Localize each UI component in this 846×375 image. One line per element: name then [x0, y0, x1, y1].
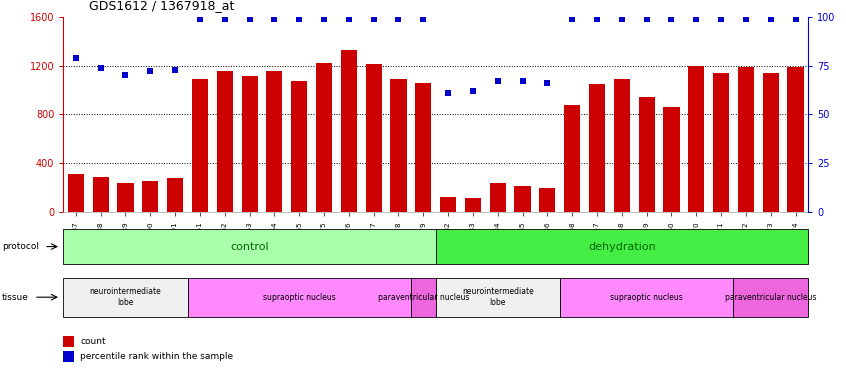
Bar	[365, 64, 382, 212]
Point	[442, 90, 455, 96]
Bar	[92, 177, 109, 212]
Bar	[188, 278, 411, 317]
Bar	[440, 197, 456, 212]
Text: protocol: protocol	[2, 242, 39, 251]
Point	[565, 16, 579, 22]
Bar	[560, 278, 733, 317]
Point	[94, 64, 107, 70]
Point	[342, 16, 355, 22]
Point	[541, 80, 554, 86]
Bar	[436, 229, 808, 264]
Point	[193, 16, 206, 22]
Bar	[68, 174, 84, 212]
Bar	[291, 81, 307, 212]
Bar	[688, 66, 705, 212]
Point	[392, 16, 405, 22]
Text: neurointermediate
lobe: neurointermediate lobe	[462, 288, 534, 307]
Point	[665, 16, 678, 22]
Point	[689, 16, 703, 22]
Bar	[539, 188, 556, 212]
Point	[317, 16, 331, 22]
Text: control: control	[230, 242, 269, 252]
Bar	[415, 83, 431, 212]
Bar	[762, 73, 779, 212]
Text: neurointermediate
lobe: neurointermediate lobe	[90, 288, 162, 307]
Text: tissue: tissue	[2, 292, 29, 302]
Bar	[514, 186, 530, 212]
Point	[640, 16, 653, 22]
Bar	[167, 178, 184, 212]
Bar	[63, 278, 188, 317]
Point	[218, 16, 232, 22]
Point	[615, 16, 629, 22]
Bar	[142, 181, 158, 212]
Text: supraoptic nucleus: supraoptic nucleus	[610, 292, 683, 302]
Point	[788, 16, 802, 22]
Point	[516, 78, 530, 84]
Bar	[738, 68, 754, 212]
Bar	[63, 229, 436, 264]
Bar	[733, 278, 808, 317]
Point	[591, 16, 604, 22]
Text: dehydration: dehydration	[588, 242, 656, 252]
Bar	[490, 183, 506, 212]
Text: count: count	[80, 337, 106, 346]
Bar	[788, 68, 804, 212]
Bar	[118, 183, 134, 212]
Point	[168, 66, 182, 72]
Text: percentile rank within the sample: percentile rank within the sample	[80, 352, 233, 361]
Bar	[241, 76, 258, 212]
Point	[764, 16, 777, 22]
Point	[118, 72, 132, 78]
Point	[69, 55, 83, 61]
Bar	[341, 50, 357, 212]
Bar	[390, 79, 407, 212]
Text: paraventricular nucleus: paraventricular nucleus	[725, 292, 816, 302]
Bar	[564, 105, 580, 212]
Bar	[192, 79, 208, 212]
Point	[416, 16, 430, 22]
Bar	[63, 351, 74, 362]
Bar	[713, 73, 729, 212]
Point	[367, 16, 381, 22]
Bar	[316, 63, 332, 212]
Point	[267, 16, 281, 22]
Point	[293, 16, 306, 22]
Bar	[663, 107, 679, 212]
Point	[491, 78, 504, 84]
Point	[714, 16, 728, 22]
Text: paraventricular nucleus: paraventricular nucleus	[377, 292, 469, 302]
Text: GDS1612 / 1367918_at: GDS1612 / 1367918_at	[89, 0, 234, 12]
Bar	[639, 98, 655, 212]
Bar	[411, 278, 436, 317]
Bar	[217, 71, 233, 212]
Point	[466, 88, 480, 94]
Bar	[464, 198, 481, 212]
Point	[739, 16, 753, 22]
Point	[243, 16, 256, 22]
Bar	[589, 84, 605, 212]
Bar	[63, 336, 74, 347]
Point	[144, 69, 157, 75]
Bar	[436, 278, 560, 317]
Bar	[266, 71, 283, 212]
Text: supraoptic nucleus: supraoptic nucleus	[263, 292, 336, 302]
Bar	[613, 79, 630, 212]
